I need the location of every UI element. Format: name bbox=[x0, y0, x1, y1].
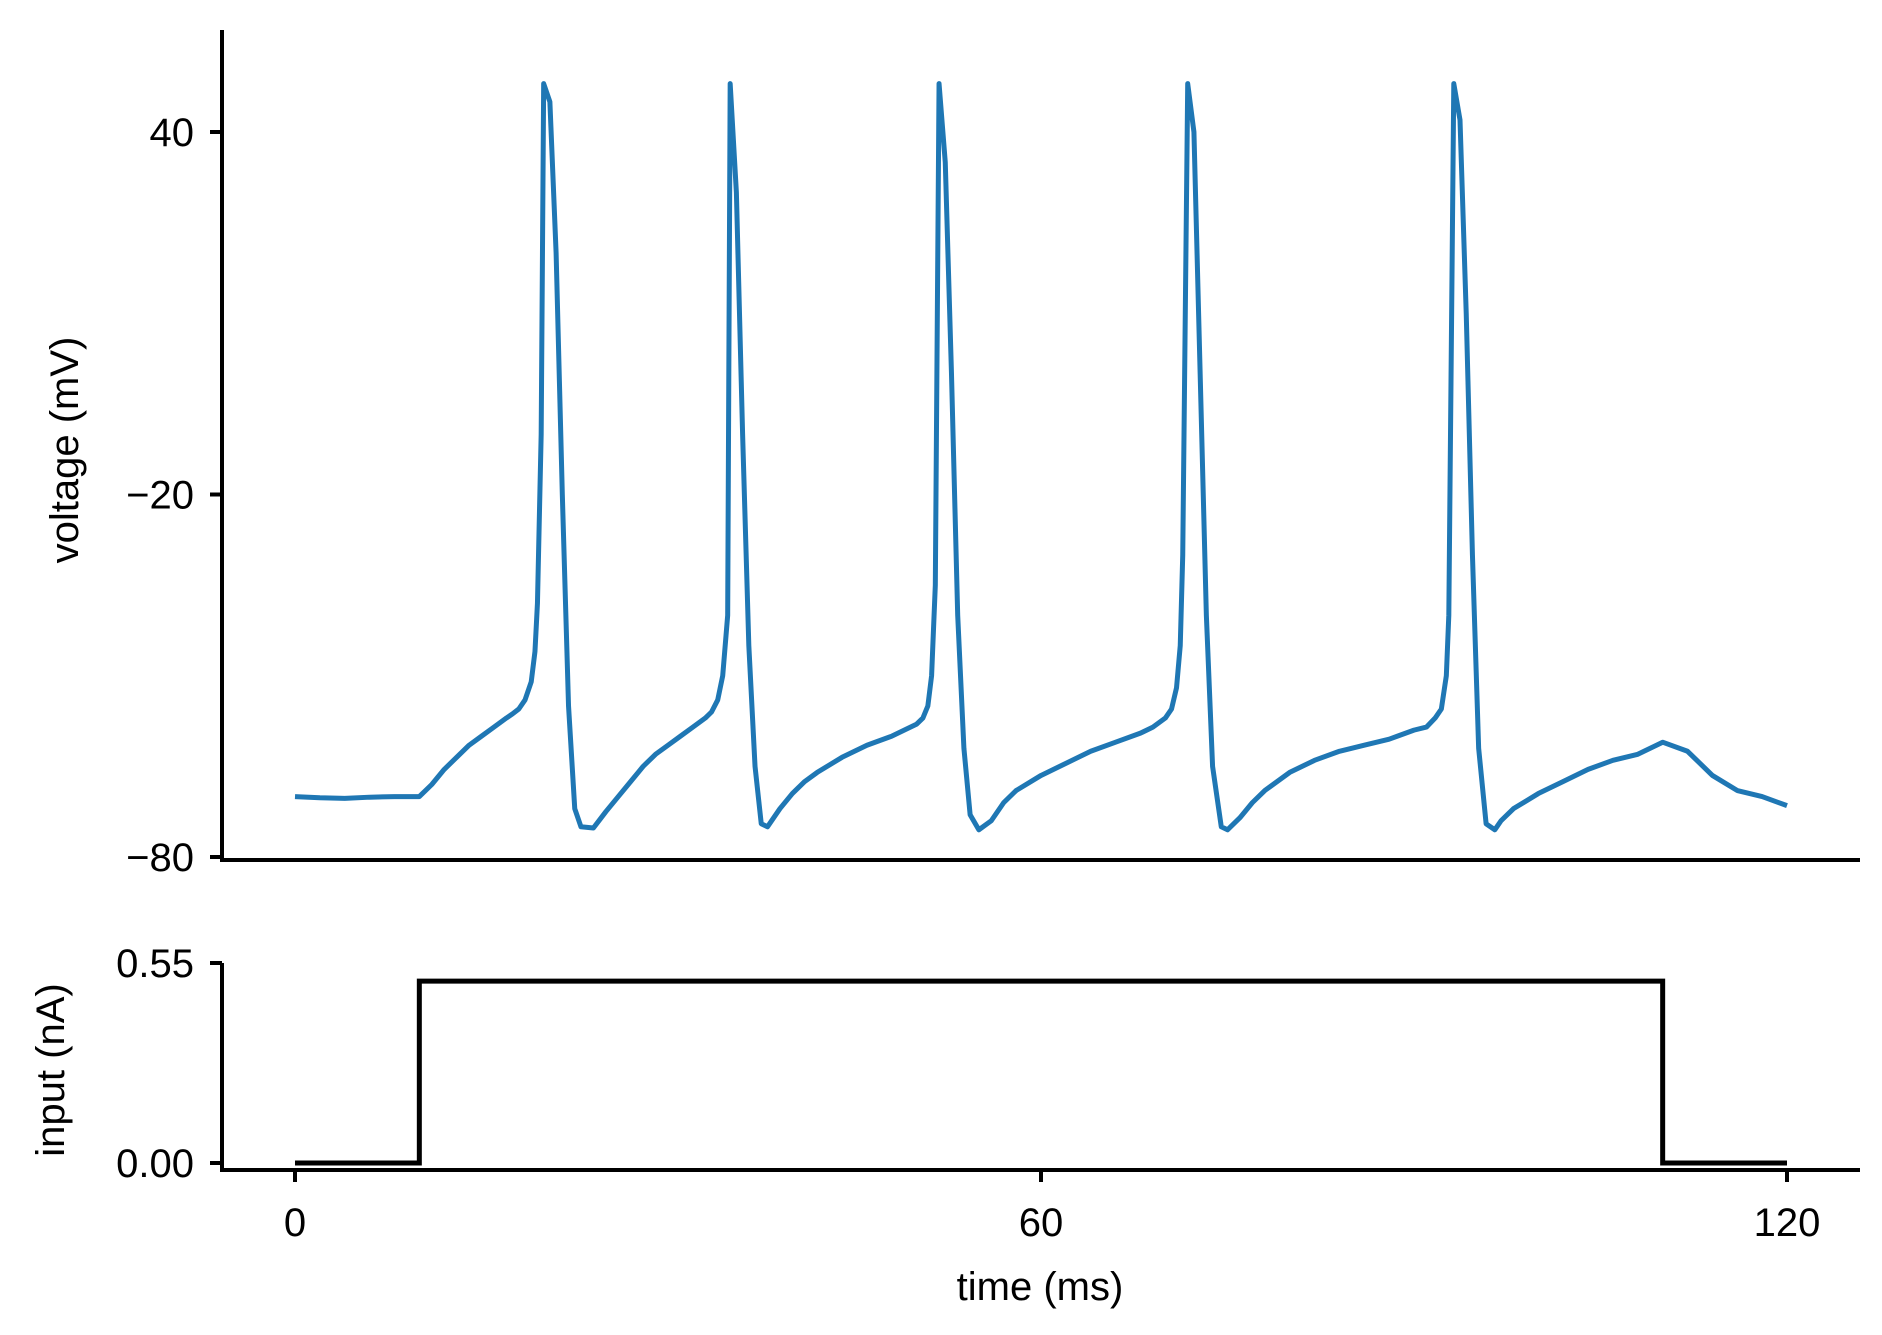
voltage-y-ticks: 40 −20 −80 bbox=[126, 111, 222, 880]
input-y-axis-label: input (nA) bbox=[29, 983, 73, 1156]
input-y-tick-label: 0.55 bbox=[116, 942, 194, 986]
voltage-y-axis-label: voltage (mV) bbox=[43, 337, 87, 564]
x-tick-label: 60 bbox=[1019, 1201, 1064, 1245]
x-tick-label: 120 bbox=[1754, 1201, 1821, 1245]
voltage-y-tick-label: 40 bbox=[150, 111, 195, 155]
x-tick-label: 0 bbox=[284, 1201, 306, 1245]
input-panel: 0.00 0.55 0 60 120 input (nA) time (ms) bbox=[29, 942, 1860, 1309]
input-y-ticks: 0.00 0.55 bbox=[116, 942, 222, 1186]
voltage-panel: 40 −20 −80 voltage (mV) bbox=[43, 30, 1860, 880]
input-x-ticks: 0 60 120 bbox=[284, 1170, 1821, 1245]
input-y-tick-label: 0.00 bbox=[116, 1142, 194, 1186]
voltage-y-tick-label: −80 bbox=[126, 836, 194, 880]
x-axis-label: time (ms) bbox=[957, 1265, 1124, 1309]
voltage-y-tick-label: −20 bbox=[126, 474, 194, 518]
input-current-line bbox=[295, 978, 1787, 1166]
voltage-trace-line bbox=[294, 81, 1788, 833]
